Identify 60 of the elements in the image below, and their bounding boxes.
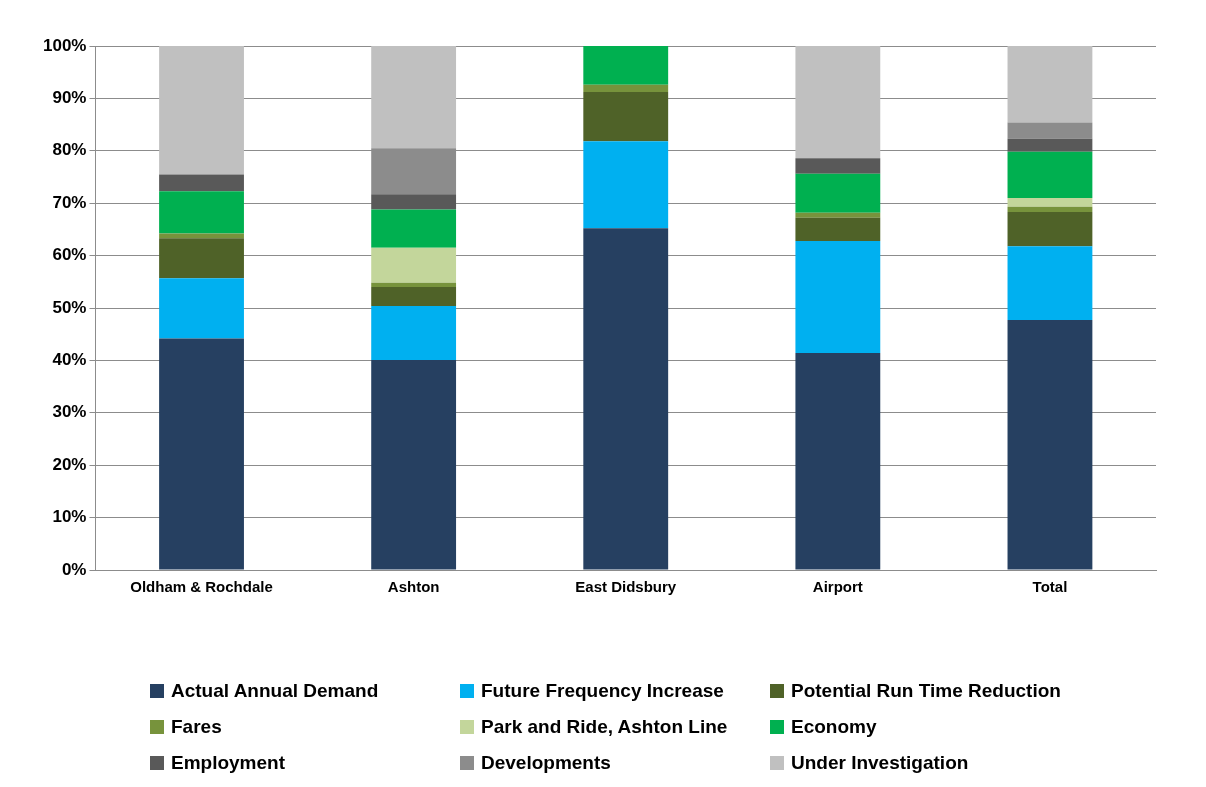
x-tick-label: Oldham & Rochdale	[130, 578, 273, 596]
bar	[159, 338, 244, 570]
legend-label: Under Investigation	[791, 752, 969, 774]
legend-label: Future Frequency Increase	[481, 680, 724, 702]
bar	[1007, 46, 1093, 123]
bar	[583, 84, 669, 93]
bar	[371, 247, 457, 283]
bar	[1007, 320, 1093, 570]
bar	[159, 278, 244, 339]
bar	[371, 282, 457, 288]
y-tick-label: 90%	[52, 88, 87, 108]
x-tick-label: Total	[1032, 578, 1068, 596]
legend-label: Employment	[171, 752, 286, 774]
bar	[371, 194, 457, 210]
bar	[1007, 206, 1093, 213]
y-tick-label: 60%	[52, 245, 87, 265]
y-tick-label: 50%	[52, 297, 87, 317]
bar	[371, 287, 457, 306]
bar	[371, 46, 457, 149]
bar	[583, 141, 669, 229]
legend-label: Economy	[791, 716, 877, 738]
bar	[795, 217, 881, 241]
y-tick-label: 10%	[52, 507, 87, 527]
bar	[159, 191, 244, 234]
bar	[371, 359, 457, 570]
y-tick-label: 30%	[52, 402, 87, 422]
legend-label: Potential Run Time Reduction	[791, 680, 1061, 702]
y-tick-label: 0%	[61, 559, 87, 579]
bar	[1007, 122, 1093, 139]
bar	[159, 174, 244, 192]
bar	[159, 238, 244, 279]
legend-label: Fares	[171, 716, 222, 738]
y-tick-label: 40%	[52, 350, 87, 370]
legend-label: Developments	[481, 752, 611, 774]
bar	[1007, 138, 1093, 152]
bar	[1007, 246, 1093, 321]
legend-label: Park and Ride, Ashton Line	[481, 716, 728, 738]
bar	[795, 212, 881, 218]
bar	[583, 228, 669, 570]
bar	[795, 240, 881, 354]
y-tick-label: 100%	[43, 35, 87, 55]
bar	[583, 46, 669, 85]
bar	[371, 209, 457, 248]
x-tick-label: East Didsbury	[575, 578, 677, 596]
bar	[795, 158, 881, 174]
bar	[583, 92, 669, 142]
x-tick-label: Airport	[812, 578, 863, 596]
y-tick-label: 20%	[52, 454, 87, 474]
bar	[1007, 197, 1093, 207]
bar	[795, 46, 881, 159]
y-tick-label: 70%	[52, 192, 87, 212]
bar	[1007, 212, 1093, 247]
bar	[371, 305, 457, 360]
bar	[795, 353, 881, 570]
y-tick-label: 80%	[52, 140, 87, 160]
x-tick-label: Ashton	[387, 578, 440, 596]
bar	[159, 46, 244, 175]
bar	[795, 173, 881, 213]
legend-label: Actual Annual Demand	[171, 680, 379, 702]
bar	[1007, 151, 1093, 198]
